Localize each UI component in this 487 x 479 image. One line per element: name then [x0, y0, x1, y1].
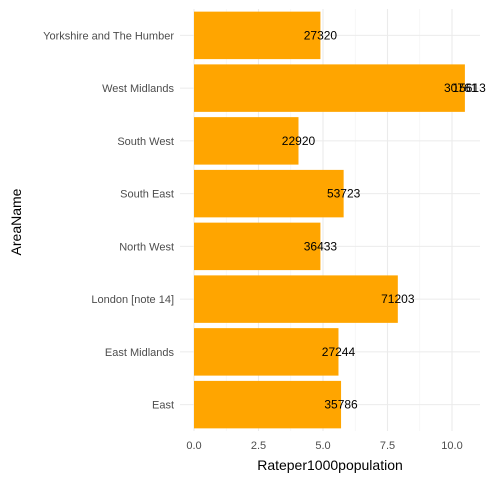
y-tick-label: South East — [120, 189, 174, 201]
x-tick-label: 5.0 — [315, 440, 330, 452]
bar-east-midlands — [194, 328, 339, 376]
data-label: 36433 — [304, 239, 338, 253]
bar-south-west — [194, 117, 299, 165]
bar-london-note-14 — [194, 275, 398, 323]
bar-west-midlands — [194, 64, 465, 112]
y-tick-label: Yorkshire and The Humber — [43, 30, 174, 42]
bar-north-west — [194, 222, 321, 271]
y-tick-label: South West — [117, 136, 174, 148]
data-label: 27320 — [304, 28, 338, 42]
y-tick-label: North West — [119, 241, 174, 253]
y-tick-label: West Midlands — [102, 83, 174, 95]
x-tick-label: 10.0 — [441, 440, 462, 452]
data-label: 53723 — [327, 187, 361, 201]
x-tick-label: 2.5 — [251, 440, 266, 452]
bar-south-east — [194, 169, 344, 218]
bar-yorkshire-and-the-humber — [194, 11, 321, 60]
x-tick-label: 0.0 — [186, 440, 201, 452]
y-tick-label: East Midlands — [105, 347, 175, 359]
data-label: 35786 — [324, 398, 358, 412]
x-axis-tick-labels: 0.0 2.5 5.0 7.5 10.0 — [186, 440, 462, 452]
data-label: 22920 — [282, 134, 316, 148]
data-label: 30761 — [444, 81, 478, 95]
x-tick-label: 7.5 — [380, 440, 395, 452]
y-tick-label: London [note 14] — [91, 294, 174, 306]
y-tick-label: East — [152, 400, 174, 412]
data-label: 15613 — [452, 81, 486, 95]
data-labels: 35786 27244 71203 36433 53723 22920 3076115613… — [282, 28, 486, 411]
y-axis-tick-labels: East East Midlands London [note 14] North W… — [43, 30, 174, 411]
data-label: 71203 — [381, 292, 415, 306]
bar-east — [194, 380, 342, 429]
bars — [194, 11, 465, 429]
x-axis-title: Rateper1000population — [257, 457, 403, 473]
y-axis-title: AreaName — [8, 188, 24, 255]
data-label: 27244 — [322, 345, 356, 359]
